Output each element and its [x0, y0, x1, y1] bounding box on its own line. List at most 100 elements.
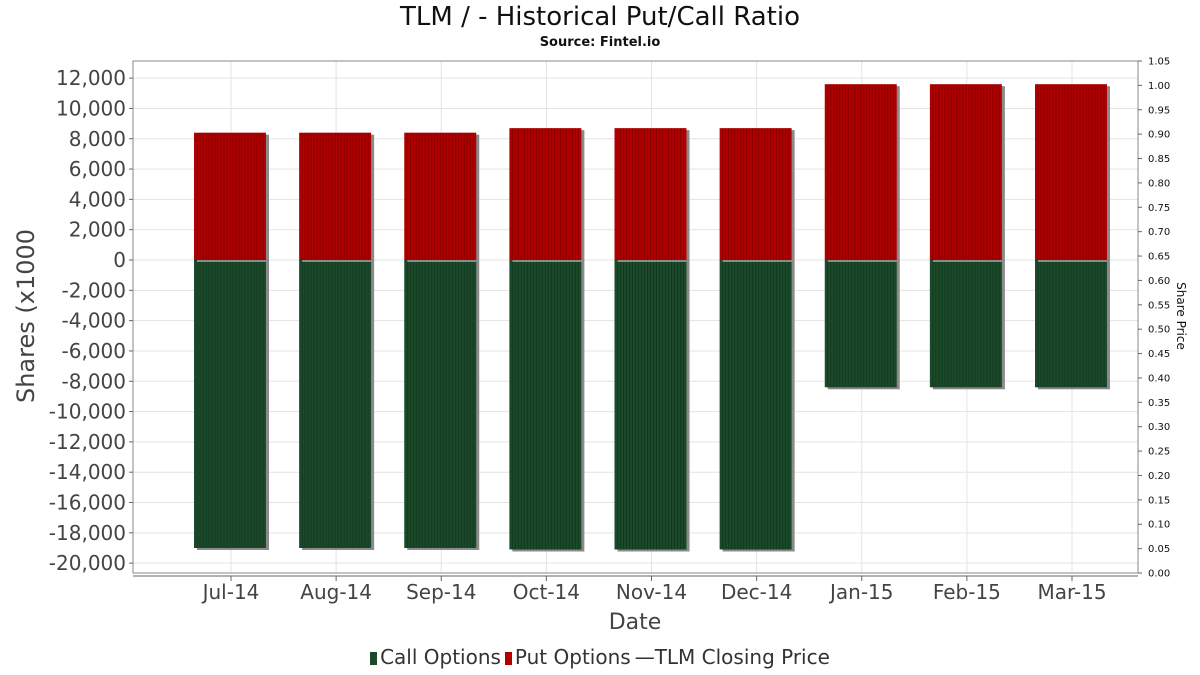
- y-tick-label: -16,000: [49, 491, 126, 515]
- y2-tick-label: 0.70: [1148, 227, 1170, 238]
- legend-label-price: TLM Closing Price: [654, 645, 830, 669]
- bars-group: [194, 84, 1110, 552]
- y2-tick-label: 0.65: [1148, 252, 1170, 263]
- bar-put-options: [299, 132, 375, 262]
- bar-put-options-fill: [929, 84, 1002, 260]
- bar-call-options-fill: [824, 260, 897, 388]
- x-tick-label: Nov-14: [616, 580, 687, 604]
- bar-call-options: [1035, 260, 1110, 390]
- y-tick-label: 4,000: [69, 187, 126, 211]
- y-axis-ticks: 12,000 10,000 8,000 6,000 4,000 2,000 0 -2,000 -…: [49, 66, 133, 575]
- y2-tick-label: 1.05: [1148, 57, 1170, 68]
- y2-tick-label: 0.50: [1148, 325, 1170, 336]
- y-tick-label: -14,000: [49, 460, 126, 484]
- bar-put-options: [929, 84, 1005, 262]
- x-tick-label: Jan-15: [828, 580, 894, 604]
- y-tick-label: 6,000: [69, 157, 126, 181]
- x-axis-ticks: Jul-14 Aug-14 Sep-14 Oct-14 Nov-14 Dec-14 Jan-…: [201, 576, 1107, 604]
- bar-call-options-fill: [299, 260, 372, 548]
- bar-put-options-fill: [194, 132, 266, 260]
- bar-put-options-fill: [824, 84, 897, 260]
- y-tick-label: -10,000: [49, 400, 126, 424]
- y2-tick-label: 0.05: [1148, 544, 1170, 555]
- bar-call-options: [614, 260, 690, 552]
- bar-call-options: [404, 260, 480, 550]
- y-tick-label: 10,000: [56, 96, 126, 120]
- x-tick-label: Oct-14: [513, 580, 580, 604]
- bar-put-options: [824, 84, 900, 262]
- legend-label-call: Call Options: [380, 645, 501, 669]
- legend-item-put: Put Options: [504, 645, 631, 669]
- bar-put-options: [1035, 84, 1110, 262]
- bar-put-options: [614, 128, 690, 262]
- bar-call-options-fill: [719, 260, 792, 550]
- y2-tick-label: 0.60: [1148, 276, 1170, 287]
- x-tick-label: Mar-15: [1037, 580, 1106, 604]
- legend-line-price: —: [634, 645, 655, 669]
- y2-tick-label: 1.00: [1148, 81, 1170, 92]
- y-tick-label: -20,000: [49, 551, 126, 575]
- legend-item-call: Call Options: [370, 645, 501, 669]
- y2-tick-label: 0.90: [1148, 130, 1170, 141]
- legend-item-price: —TLM Closing Price: [635, 645, 830, 669]
- bar-put-options-fill: [299, 132, 372, 260]
- y-tick-label: 0: [113, 248, 126, 272]
- legend-swatch-put: [504, 652, 512, 665]
- y2-tick-label: 0.10: [1148, 520, 1170, 531]
- bar-call-options: [509, 260, 585, 552]
- y-axis-label: Shares (x1000: [12, 229, 40, 403]
- y2-axis-ticks: 1.05 1.00 0.95 0.90 0.85 0.80 0.75 0.70 0.65 0.60…: [1138, 57, 1170, 580]
- bar-put-options: [509, 128, 585, 262]
- y2-tick-label: 0.85: [1148, 154, 1170, 165]
- legend-label-put: Put Options: [514, 645, 631, 669]
- bar-call-options-fill: [614, 260, 687, 550]
- y2-tick-label: 0.35: [1148, 398, 1170, 409]
- bar-put-options-fill: [719, 128, 792, 260]
- bar-call-options: [299, 260, 375, 550]
- bar-put-options-fill: [404, 132, 477, 260]
- bar-call-options-fill: [194, 260, 266, 548]
- chart-subtitle: Source: Fintel.io: [539, 35, 661, 50]
- y2-tick-label: 0.20: [1148, 471, 1170, 482]
- y-tick-label: 8,000: [69, 127, 126, 151]
- x-tick-label: Feb-15: [933, 580, 1001, 604]
- y-tick-label: -8,000: [62, 369, 126, 393]
- y2-tick-label: 0.55: [1148, 300, 1170, 311]
- y-tick-label: 2,000: [69, 218, 126, 242]
- y2-tick-label: 0.95: [1148, 105, 1170, 116]
- bar-call-options-fill: [509, 260, 582, 550]
- bar-put-options-fill: [614, 128, 687, 260]
- y2-tick-label: 0.75: [1148, 203, 1170, 214]
- bar-put-options-fill: [1035, 84, 1107, 260]
- x-tick-label: Aug-14: [300, 580, 372, 604]
- y2-tick-label: 0.30: [1148, 422, 1170, 433]
- y2-tick-label: 0.40: [1148, 373, 1170, 384]
- bar-put-options: [404, 132, 480, 262]
- y-tick-label: -18,000: [49, 521, 126, 545]
- y2-tick-label: 0.45: [1148, 349, 1170, 360]
- x-tick-label: Dec-14: [721, 580, 792, 604]
- bar-call-options-fill: [404, 260, 477, 548]
- plot-area-border: [132, 60, 1139, 574]
- bar-call-options: [824, 260, 900, 390]
- legend: Call Options Put Options —TLM Closing Pric…: [0, 645, 1200, 669]
- bar-call-options: [194, 260, 269, 550]
- bar-put-options: [194, 132, 269, 262]
- bar-call-options-fill: [929, 260, 1002, 388]
- bar-call-options: [929, 260, 1005, 390]
- bar-put-options: [719, 128, 795, 262]
- y2-tick-label: 0.00: [1148, 569, 1170, 580]
- y-tick-label: -2,000: [62, 278, 126, 302]
- bar-call-options-fill: [1035, 260, 1107, 388]
- bar-call-options: [719, 260, 795, 552]
- y2-tick-label: 0.15: [1148, 495, 1170, 506]
- y2-tick-label: 0.80: [1148, 178, 1170, 189]
- y2-tick-label: 0.25: [1148, 447, 1170, 458]
- bar-put-options-fill: [509, 128, 582, 260]
- y2-axis-label: Share Price: [1174, 282, 1188, 350]
- x-tick-label: Jul-14: [201, 580, 260, 604]
- y-tick-label: -12,000: [49, 430, 126, 454]
- x-tick-label: Sep-14: [406, 580, 476, 604]
- chart-title: TLM / - Historical Put/Call Ratio: [400, 2, 800, 32]
